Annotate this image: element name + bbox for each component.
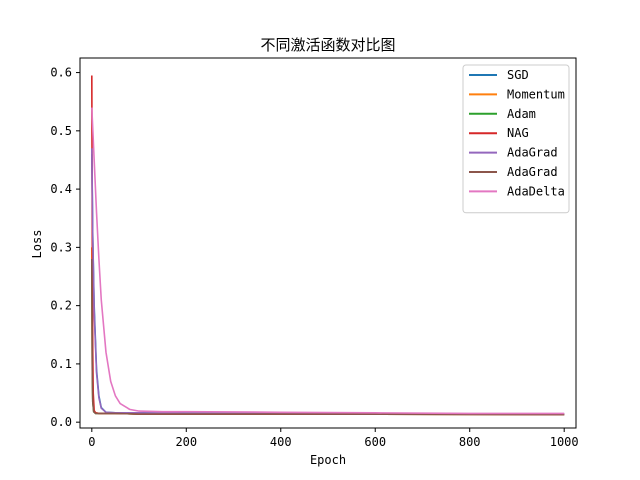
x-axis-label: Epoch (310, 453, 346, 467)
x-tick-label-2: 400 (270, 435, 292, 449)
series-line-5 (91, 259, 565, 416)
legend-label-6: AdaDelta (507, 184, 565, 198)
x-tick-label-1: 200 (175, 435, 197, 449)
y-tick-label-3: 0.3 (50, 240, 72, 254)
legend-label-1: Momentum (507, 87, 565, 101)
legend-label-2: Adam (507, 107, 536, 121)
legend-box (462, 64, 570, 214)
plot-frame (79, 57, 577, 429)
legend: SGD Momentum Adam NAG AdaGrad AdaGrad AdaDelta (462, 64, 570, 214)
legend-label-4: AdaGrad (507, 146, 558, 160)
x-tick-label-4: 800 (459, 435, 481, 449)
legend-label-0: SGD (507, 68, 529, 82)
x-tick-label-5: 1000 (550, 435, 579, 449)
y-tick-label-1: 0.1 (50, 357, 72, 371)
series-line-6 (91, 107, 565, 415)
x-tick-label-0: 0 (88, 435, 95, 449)
y-tick-label-2: 0.2 (50, 299, 72, 313)
y-tick-label-4: 0.4 (50, 182, 72, 196)
legend-label-3: NAG (507, 126, 529, 140)
chart-title: 不同激活函数对比图 (260, 36, 395, 54)
legend-label-5: AdaGrad (507, 165, 558, 179)
x-tick-label-3: 600 (364, 435, 386, 449)
y-tick-label-5: 0.5 (50, 124, 72, 138)
y-tick-label-0: 0.0 (50, 415, 72, 429)
y-tick-label-6: 0.6 (50, 66, 72, 80)
y-axis-label: Loss (30, 230, 44, 259)
